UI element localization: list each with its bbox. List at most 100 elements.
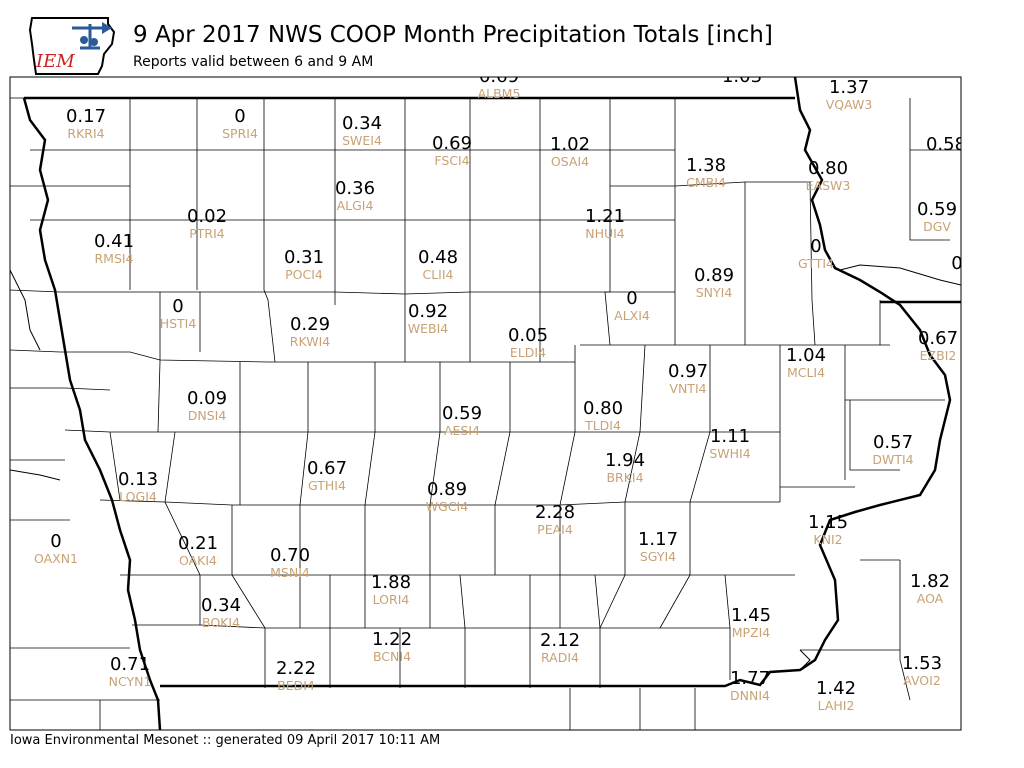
station-value: 0	[810, 236, 821, 257]
station-id: NHUI4	[585, 226, 625, 241]
map-title: 9 Apr 2017 NWS COOP Month Precipitation …	[133, 22, 773, 48]
station-value: 1.21	[585, 206, 625, 227]
station-value: 1.22	[372, 629, 412, 650]
station-value: 0.71	[110, 654, 150, 675]
station-id: TLDI4	[584, 418, 621, 433]
station-id: CMBI4	[686, 175, 726, 190]
station-value: 0.34	[342, 113, 382, 134]
station-id: WEBI4	[408, 321, 449, 336]
iowa-outline-logo-shape	[28, 17, 116, 75]
station-unnamed-1: 1.03	[722, 66, 762, 87]
station-id: HSTI4	[160, 316, 197, 331]
station-value: 0.92	[408, 301, 448, 322]
station-id: GTHI4	[308, 478, 346, 493]
station-id: DGV	[923, 219, 951, 234]
iem-logo: IEM	[28, 17, 116, 75]
station-value: 1.11	[710, 426, 750, 447]
station-value: 0.48	[418, 247, 458, 268]
station-value: 1.77	[730, 668, 770, 689]
station-id: SWHI4	[709, 446, 750, 461]
station-value: 0	[234, 106, 245, 127]
station-value: 0.41	[94, 231, 134, 252]
station-id: BOKI4	[202, 615, 240, 630]
station-value: 0	[626, 288, 637, 309]
station-id: ALBM5	[478, 86, 521, 101]
footer-credit: Iowa Environmental Mesonet :: generated …	[10, 733, 441, 748]
station-id: CLII4	[422, 267, 453, 282]
station-id: OSAI4	[551, 154, 589, 169]
station-id: MSNI4	[270, 565, 310, 580]
station-id: RKRI4	[67, 126, 104, 141]
station-id: ELDI4	[510, 345, 546, 360]
station-id: VQAW3	[826, 97, 873, 112]
station-value: 1.45	[731, 605, 771, 626]
station-id: NCYN1	[109, 674, 152, 689]
station-value: 1.15	[808, 512, 848, 533]
station-id: MPZI4	[732, 625, 771, 640]
station-value: 2.22	[276, 658, 316, 679]
station-value: 0.67	[307, 458, 347, 479]
station-id: BCNI4	[373, 649, 411, 664]
station-value: 0.36	[335, 178, 375, 199]
station-id: EZBI2	[920, 348, 957, 363]
station-value: 1.04	[786, 345, 826, 366]
station-value: 1.53	[902, 653, 942, 674]
station-value: 0	[50, 531, 61, 552]
station-value: 0.29	[290, 314, 330, 335]
station-value: 0.67	[918, 328, 958, 349]
map-frame	[9, 76, 962, 731]
station-value: 1.03	[722, 66, 762, 87]
station-id: KNI2	[813, 532, 842, 547]
map-subtitle: Reports valid between 6 and 9 AM	[133, 54, 374, 70]
logo-text: IEM	[35, 51, 75, 72]
station-unnamed-19: 0	[951, 253, 962, 274]
station-id: ALXI4	[614, 308, 650, 323]
station-value: 0.80	[808, 158, 848, 179]
station-value: 2.28	[535, 502, 575, 523]
station-id: PEAI4	[537, 522, 573, 537]
station-id: DNNI4	[730, 688, 770, 703]
station-value: 0.21	[178, 533, 218, 554]
station-value: 1.42	[816, 678, 856, 699]
station-value: 0	[951, 253, 962, 274]
station-id: AESI4	[444, 423, 480, 438]
station-value: 0.89	[427, 479, 467, 500]
station-id: POCI4	[285, 267, 323, 282]
station-id: MCLI4	[787, 365, 825, 380]
station-value: 0.09	[187, 388, 227, 409]
station-id: BEDI4	[277, 678, 315, 693]
